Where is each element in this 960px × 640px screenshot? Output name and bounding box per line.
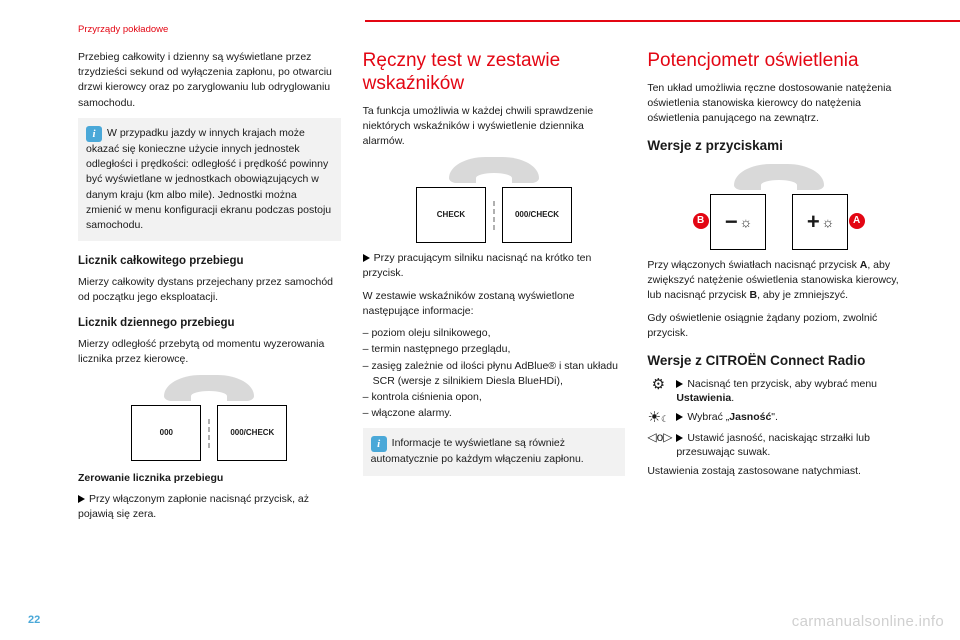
p-reset: Przy włączonym zapłonie nacisnąć przycis… (78, 492, 341, 522)
col1-info-text: W przypadku jazdy w innych krajach może … (86, 127, 331, 231)
brightness-panel-row: B −☼ A +☼ (710, 194, 848, 250)
brightness-minus-box: B −☼ (710, 194, 766, 250)
panel-box-check: CHECK (416, 187, 486, 243)
panel-box-000check: 000/CHECK (502, 187, 572, 243)
col2-intro: Ta funkcja umożliwia w każdej chwili spr… (363, 104, 626, 150)
column-3: Potencjometr oświetlenia Ten układ umożl… (647, 50, 910, 610)
col2-press: Przy pracującym silniku nacisnąć na krót… (363, 251, 626, 281)
col3-apply: Ustawienia zostają zastosowane natychmia… (647, 464, 910, 479)
panel-box-000check: 000/CHECK (217, 405, 287, 461)
page-columns: Przebieg całkowity i dzienny są wyświetl… (78, 50, 910, 610)
arrow-icon (676, 413, 683, 421)
settings-text-1: Nacisnąć ten przycisk, aby wybrać menu U… (676, 377, 910, 406)
col3-intro: Ten układ umożliwia ręczne dostosowanie … (647, 81, 910, 127)
heading-total-odometer: Licznik całkowitego przebiegu (78, 253, 341, 270)
p-trip-odometer: Mierzy odległość przebytą od momentu wyz… (78, 337, 341, 367)
bullet-text: kontrola ciśnienia opon, (371, 391, 481, 403)
panel-row: 000 000/CHECK (131, 405, 287, 461)
info-icon: i (371, 436, 387, 452)
brightness-day-night-icon: ☀☾ (647, 410, 669, 427)
panel-separator (207, 419, 211, 448)
heading-lighting-pot: Potencjometr oświetlenia (647, 50, 910, 73)
p-total-odometer: Mierzy całkowity dystans przejechany prz… (78, 275, 341, 305)
settings-row-3: ◁o▷ Ustawić jasność, naciskając strzałki… (647, 431, 910, 460)
page-number: 22 (28, 614, 40, 626)
col3-release: Gdy oświetlenie osiągnie żądany poziom, … (647, 311, 910, 341)
car-silhouette-icon (734, 164, 824, 190)
label-B: B (693, 213, 709, 229)
bullet-item: – zasięg zależnie od ilości płynu AdBlue… (363, 359, 626, 389)
col1-info-box: iW przypadku jazdy w innych krajach może… (78, 118, 341, 241)
bullet-item: – kontrola ciśnienia opon, (363, 390, 626, 405)
heading-connect-radio: Wersje z CITROËN Connect Radio (647, 351, 910, 371)
col1-intro: Przebieg całkowity i dzienny są wyświetl… (78, 50, 341, 111)
col2-diagram: CHECK 000/CHECK (363, 157, 626, 243)
bullet-text: włączone alarmy. (371, 407, 451, 419)
col3-press: Przy włączonych światłach nacisnąć przyc… (647, 258, 910, 304)
watermark: carmanualsonline.info (792, 613, 944, 630)
col2-list-intro: W zestawie wskaźników zostaną wyświetlon… (363, 289, 626, 319)
col2-press-text: Przy pracującym silniku nacisnąć na krót… (363, 252, 592, 279)
section-header: Przyrządy pokładowe (78, 24, 168, 35)
slider-arrows-icon: ◁o▷ (647, 431, 669, 444)
arrow-icon (676, 434, 683, 442)
bullet-item: – termin następnego przeglądu, (363, 342, 626, 357)
settings-row-2: ☀☾ Wybrać „Jasność". (647, 410, 910, 427)
arrow-icon (676, 380, 683, 388)
bullet-text: poziom oleju silnikowego, (371, 327, 490, 339)
label-A: A (849, 213, 865, 229)
car-silhouette-icon (449, 157, 539, 183)
brightness-plus-box: A +☼ (792, 194, 848, 250)
plus-icon: + (807, 206, 820, 238)
bullet-item: – włączone alarmy. (363, 406, 626, 421)
minus-icon: − (725, 206, 738, 238)
col2-info-box: iInformacje te wyświetlane są również au… (363, 428, 626, 475)
bullet-text: zasięg zależnie od ilości płynu AdBlue® … (371, 360, 617, 387)
gear-icon: ⚙ (647, 377, 669, 394)
panel-row: CHECK 000/CHECK (416, 187, 572, 243)
col2-info-text: Informacje te wyświetlane są również aut… (371, 437, 584, 465)
car-silhouette-icon (164, 375, 254, 401)
heading-button-versions: Wersje z przyciskami (647, 136, 910, 156)
settings-row-1: ⚙ Nacisnąć ten przycisk, aby wybrać menu… (647, 377, 910, 406)
bullet-item: – poziom oleju silnikowego, (363, 326, 626, 341)
heading-manual-test: Ręczny test w zestawie wskaźników (363, 50, 626, 96)
bullet-text: termin następnego przeglądu, (371, 343, 510, 355)
col3-diagram: B −☼ A +☼ (647, 164, 910, 250)
p-reset-text: Przy włączonym zapłonie nacisnąć przycis… (78, 493, 309, 520)
settings-text-2: Wybrać „Jasność". (676, 410, 910, 425)
settings-text-3-content: Ustawić jasność, naciskając strzałki lub… (676, 432, 870, 459)
heading-trip-odometer: Licznik dziennego przebiegu (78, 315, 341, 332)
sun-icon: ☼ (822, 215, 835, 229)
column-2: Ręczny test w zestawie wskaźników Ta fun… (363, 50, 626, 610)
sun-icon: ☼ (740, 215, 753, 229)
col1-diagram: 000 000/CHECK (78, 375, 341, 461)
panel-box-000: 000 (131, 405, 201, 461)
info-icon: i (86, 126, 102, 142)
arrow-icon (363, 254, 370, 262)
heading-reset: Zerowanie licznika przebiegu (78, 471, 341, 486)
arrow-icon (78, 495, 85, 503)
settings-text-3: Ustawić jasność, naciskając strzałki lub… (676, 431, 910, 460)
column-1: Przebieg całkowity i dzienny są wyświetl… (78, 50, 341, 610)
panel-separator (492, 201, 496, 230)
header-red-bar (365, 20, 960, 22)
